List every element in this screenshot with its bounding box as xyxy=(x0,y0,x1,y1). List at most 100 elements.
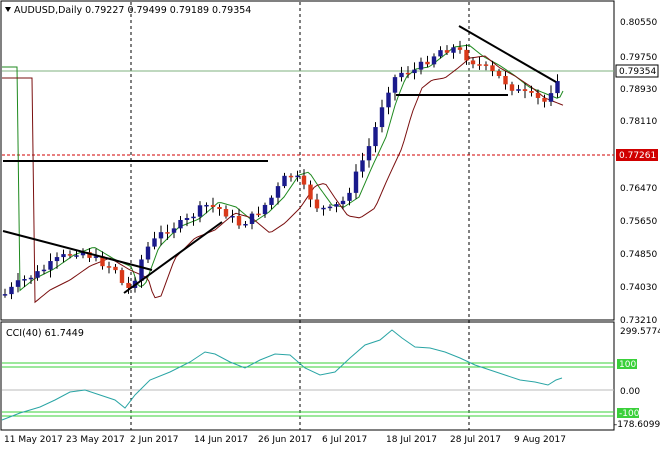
ma-fast-line xyxy=(2,44,564,292)
candle-body xyxy=(548,93,554,102)
price-tick: 0.74850 xyxy=(620,250,657,260)
price-tick: 0.73210 xyxy=(620,316,657,326)
candle-body xyxy=(327,206,333,209)
candle-body xyxy=(197,205,203,217)
candle-body xyxy=(295,175,300,178)
candle-body xyxy=(67,254,73,256)
candle-body xyxy=(379,107,385,128)
candle-body xyxy=(262,204,268,215)
triangle-down-icon[interactable] xyxy=(5,7,11,12)
candle-body xyxy=(145,246,151,260)
candle-body xyxy=(87,252,92,258)
candle-body xyxy=(191,216,196,219)
candle-body xyxy=(9,286,14,295)
candle-body xyxy=(464,49,469,61)
candle-body xyxy=(106,266,112,268)
candle-body xyxy=(522,89,528,92)
price-tick: 0.76470 xyxy=(620,184,657,194)
candle-body xyxy=(516,89,521,91)
candle-body xyxy=(178,219,183,229)
candle-body xyxy=(165,232,170,234)
price-tick: 0.79750 xyxy=(620,53,657,63)
candle-body xyxy=(282,175,287,187)
candle-body xyxy=(405,72,411,75)
candle-body xyxy=(431,56,437,65)
ascending-trendline-1 xyxy=(123,221,223,294)
candle-body xyxy=(444,50,450,53)
cci-panel-frame xyxy=(0,321,615,431)
candle-body xyxy=(249,213,255,224)
cci-tick: 100 xyxy=(619,360,636,370)
candle-body xyxy=(223,209,229,217)
price-tick: 0.75650 xyxy=(620,217,657,227)
candle-body xyxy=(80,252,86,256)
candle-body xyxy=(366,146,372,161)
candle-body xyxy=(152,238,157,247)
candle-body xyxy=(28,277,34,280)
candle-body xyxy=(308,184,313,200)
chart-title: AUDUSD,Daily 0.79227 0.79499 0.79189 0.7… xyxy=(14,5,251,16)
moving-averages xyxy=(2,44,564,304)
candle-body xyxy=(347,192,352,201)
candle-body xyxy=(15,280,21,287)
cci-level-tag xyxy=(617,359,637,369)
candle-body xyxy=(451,47,456,53)
time-tick: 28 Jul 2017 xyxy=(450,435,501,445)
candle-body xyxy=(288,175,294,178)
candle-body xyxy=(542,97,547,102)
current-price-value: 0.79354 xyxy=(619,67,656,77)
cci-line xyxy=(1,329,563,421)
candle-body xyxy=(93,256,99,258)
candle-body xyxy=(340,200,346,205)
candle-body xyxy=(204,204,209,207)
vertical-grid xyxy=(130,2,470,430)
cci-tick: -100 xyxy=(619,409,640,419)
candle-body xyxy=(158,232,164,239)
time-tick: 9 Aug 2017 xyxy=(514,435,566,445)
candle-body xyxy=(171,228,177,233)
candle-body xyxy=(490,65,495,72)
cci-title: CCI(40) 61.7449 xyxy=(6,328,84,339)
marked-level-tag xyxy=(616,149,658,161)
candle-body xyxy=(509,84,515,91)
time-tick: 6 Jul 2017 xyxy=(322,435,367,445)
time-tick: 23 May 2017 xyxy=(66,435,125,445)
candle-body xyxy=(477,64,482,66)
candle-body xyxy=(555,81,560,94)
candle-body xyxy=(418,61,424,70)
candle-body xyxy=(399,72,404,78)
candlesticks xyxy=(2,40,560,300)
candle-body xyxy=(236,215,242,226)
candle-body xyxy=(184,218,190,220)
candle-body xyxy=(314,199,320,209)
price-tick: 0.78930 xyxy=(620,85,657,95)
cci-tick: 0.00 xyxy=(620,387,640,397)
candle-body xyxy=(126,282,131,289)
descending-trendline-1 xyxy=(2,230,153,271)
candle-body xyxy=(48,261,53,270)
main-panel-frame xyxy=(0,0,615,321)
candle-body xyxy=(483,64,489,66)
time-tick: 26 Jun 2017 xyxy=(258,435,312,445)
candle-body xyxy=(2,294,8,296)
cci-levels xyxy=(2,362,614,417)
candle-body xyxy=(373,127,378,147)
time-axis: 11 May 2017 23 May 2017 2 Jun 2017 14 Ju… xyxy=(4,435,566,445)
cci-tick: 299.5774 xyxy=(620,327,660,337)
candle-body xyxy=(35,271,40,278)
price-axis: 0.80550 0.79750 0.78930 0.78110 0.76470 … xyxy=(620,18,657,326)
candle-body xyxy=(269,197,274,205)
trendlines[interactable] xyxy=(2,25,557,294)
time-tick: 11 May 2017 xyxy=(4,435,63,445)
candle-body xyxy=(210,204,216,208)
candle-body xyxy=(113,266,118,271)
price-tick: 0.80550 xyxy=(620,18,657,28)
time-tick: 14 Jun 2017 xyxy=(194,435,248,445)
time-tick: 18 Jul 2017 xyxy=(386,435,437,445)
candle-body xyxy=(100,256,105,267)
cci-axis: 299.5774 100 0.00 -100 -178.6099 xyxy=(614,327,660,430)
candle-body xyxy=(438,50,443,57)
